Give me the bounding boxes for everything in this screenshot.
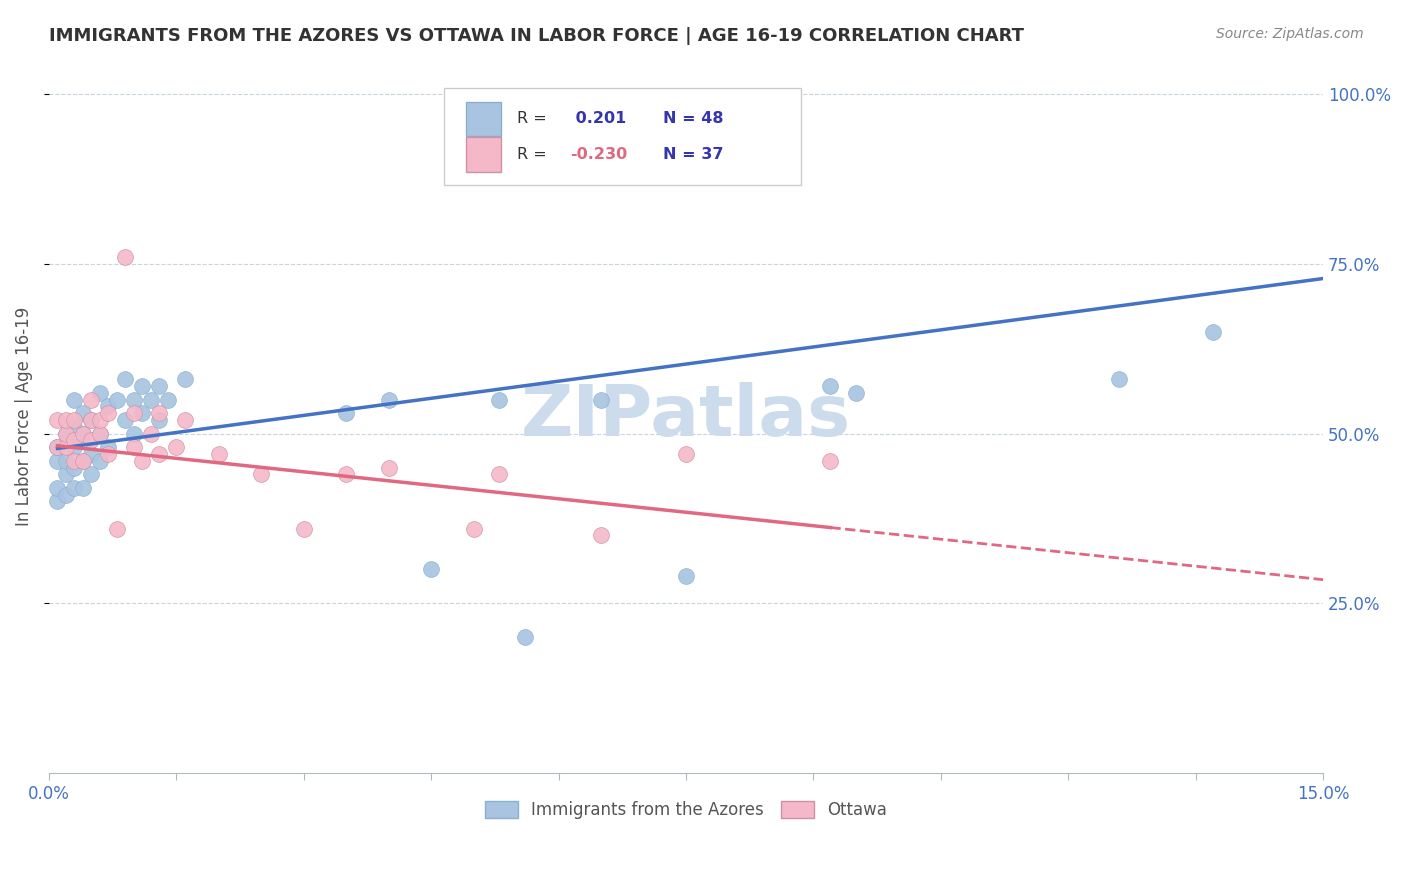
Point [63, 392, 86, 407]
Point [131, 406, 153, 420]
Point [80, 413, 103, 427]
Text: N = 48: N = 48 [664, 112, 724, 127]
Point [46, 440, 69, 454]
Point [72, 453, 94, 467]
Point [122, 440, 145, 454]
Point [675, 447, 697, 461]
Point [820, 379, 842, 393]
FancyBboxPatch shape [444, 88, 801, 185]
Point [46, 413, 69, 427]
Point [122, 392, 145, 407]
Point [335, 406, 357, 420]
Point [46, 453, 69, 467]
Point [250, 467, 273, 482]
Point [55, 453, 77, 467]
Point [335, 467, 357, 482]
Legend: Immigrants from the Azores, Ottawa: Immigrants from the Azores, Ottawa [478, 794, 894, 826]
Point [156, 392, 179, 407]
Point [72, 406, 94, 420]
Point [46, 494, 69, 508]
Text: -0.230: -0.230 [569, 147, 627, 162]
Point [377, 392, 399, 407]
Point [148, 379, 170, 393]
Point [292, 522, 315, 536]
Point [420, 562, 443, 576]
Point [80, 434, 103, 448]
Point [1108, 372, 1130, 386]
Point [63, 419, 86, 434]
Point [80, 447, 103, 461]
Point [131, 453, 153, 467]
Point [165, 440, 187, 454]
Point [463, 522, 485, 536]
Point [63, 453, 86, 467]
Point [591, 392, 613, 407]
Point [173, 372, 195, 386]
Point [105, 392, 128, 407]
Text: R =: R = [516, 147, 551, 162]
Point [114, 413, 136, 427]
Point [173, 413, 195, 427]
Point [131, 379, 153, 393]
FancyBboxPatch shape [465, 137, 502, 171]
Point [89, 426, 111, 441]
Point [46, 481, 69, 495]
Text: R =: R = [516, 112, 551, 127]
Point [139, 426, 162, 441]
Point [89, 413, 111, 427]
Point [488, 467, 510, 482]
Point [89, 453, 111, 467]
Point [675, 569, 697, 583]
Point [114, 250, 136, 264]
Point [63, 440, 86, 454]
Point [148, 406, 170, 420]
Point [89, 385, 111, 400]
Point [55, 426, 77, 441]
Point [1202, 325, 1225, 339]
Point [63, 434, 86, 448]
Point [80, 392, 103, 407]
Point [46, 440, 69, 454]
Point [820, 453, 842, 467]
Text: N = 37: N = 37 [664, 147, 724, 162]
Point [845, 385, 868, 400]
Point [63, 413, 86, 427]
Point [122, 426, 145, 441]
Point [148, 413, 170, 427]
Point [97, 440, 120, 454]
Point [55, 488, 77, 502]
Point [97, 400, 120, 414]
Point [97, 447, 120, 461]
Point [122, 406, 145, 420]
Point [63, 481, 86, 495]
Point [55, 413, 77, 427]
Point [591, 528, 613, 542]
Point [72, 426, 94, 441]
Point [63, 460, 86, 475]
Point [377, 460, 399, 475]
Text: ZIPatlas: ZIPatlas [522, 382, 851, 451]
Point [72, 426, 94, 441]
Point [114, 372, 136, 386]
Point [55, 467, 77, 482]
Point [105, 522, 128, 536]
Point [148, 447, 170, 461]
Point [488, 392, 510, 407]
Point [55, 440, 77, 454]
Y-axis label: In Labor Force | Age 16-19: In Labor Force | Age 16-19 [15, 307, 32, 526]
Point [80, 467, 103, 482]
Point [513, 631, 536, 645]
Text: Source: ZipAtlas.com: Source: ZipAtlas.com [1216, 27, 1364, 41]
Point [72, 453, 94, 467]
Point [208, 447, 231, 461]
Text: 0.201: 0.201 [569, 112, 626, 127]
Point [80, 413, 103, 427]
Point [89, 426, 111, 441]
Point [72, 481, 94, 495]
Point [139, 392, 162, 407]
Text: IMMIGRANTS FROM THE AZORES VS OTTAWA IN LABOR FORCE | AGE 16-19 CORRELATION CHAR: IMMIGRANTS FROM THE AZORES VS OTTAWA IN … [49, 27, 1024, 45]
Point [97, 406, 120, 420]
Point [55, 426, 77, 441]
FancyBboxPatch shape [465, 102, 502, 136]
